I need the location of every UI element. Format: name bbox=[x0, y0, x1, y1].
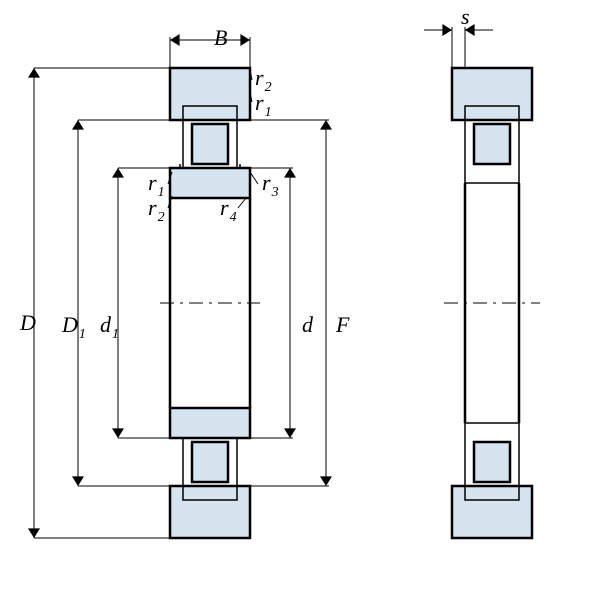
svg-text:r3: r3 bbox=[262, 170, 279, 200]
svg-text:B: B bbox=[214, 25, 227, 50]
svg-text:s: s bbox=[461, 4, 470, 29]
svg-text:r4: r4 bbox=[220, 195, 237, 225]
svg-text:d1: d1 bbox=[100, 312, 119, 342]
svg-text:F: F bbox=[335, 312, 350, 337]
svg-text:D1: D1 bbox=[61, 312, 86, 342]
svg-text:d: d bbox=[302, 312, 314, 337]
svg-text:D: D bbox=[19, 310, 36, 335]
